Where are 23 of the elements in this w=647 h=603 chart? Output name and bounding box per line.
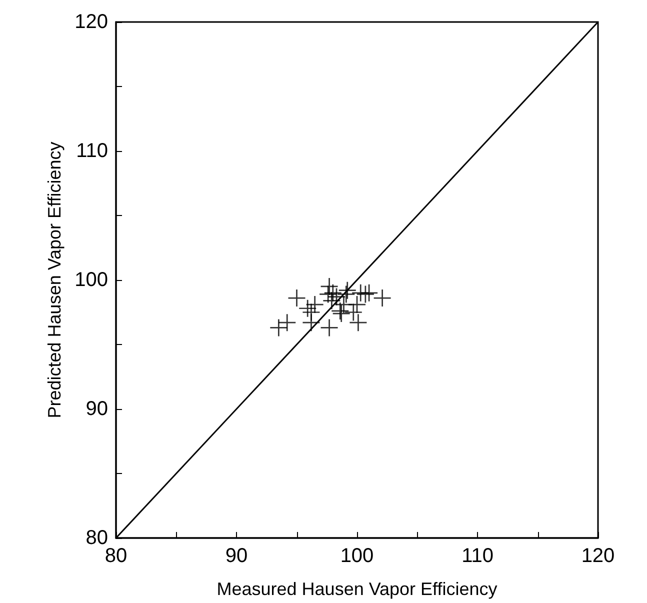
point [338, 286, 355, 303]
point [306, 296, 324, 314]
y-axis-title: Predicted Hausen Vapor Efficiency [44, 142, 65, 418]
x-tick-label: 90 [225, 545, 248, 567]
y-tick-label: 90 [86, 398, 108, 420]
y-tick-label: 110 [76, 140, 108, 162]
point [270, 319, 288, 336]
point [344, 304, 362, 321]
y-tick-label: 120 [74, 11, 108, 33]
point [278, 314, 296, 332]
point [374, 290, 391, 307]
x-tick-label: 110 [462, 545, 494, 567]
x-tick-label: 100 [340, 545, 374, 567]
point [356, 286, 374, 303]
x-axis-title: Measured Hausen Vapor Efficiency [216, 579, 498, 599]
point [288, 290, 306, 307]
x-tick-label: 120 [581, 545, 615, 567]
point [320, 286, 337, 303]
point [350, 314, 367, 332]
point [332, 305, 350, 322]
point [302, 314, 320, 332]
point [320, 319, 338, 336]
y-tick-label: 100 [74, 269, 108, 291]
